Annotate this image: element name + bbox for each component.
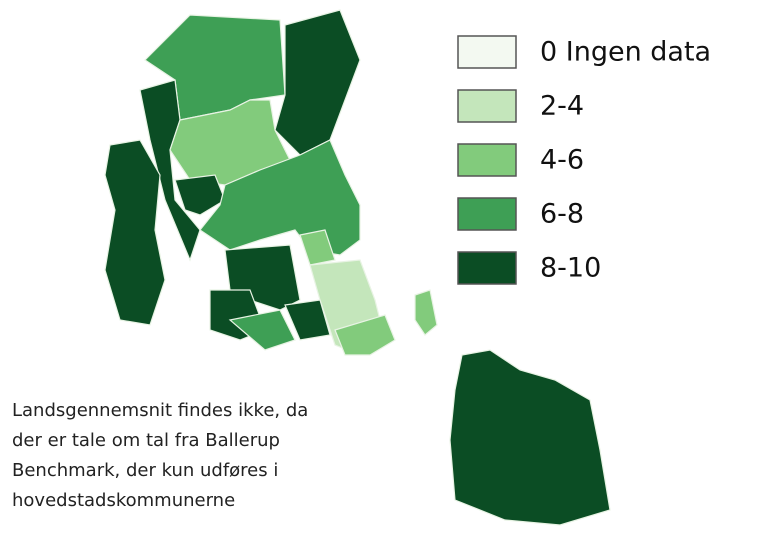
legend-label: 0 Ingen data <box>540 37 711 68</box>
legend-label: 2-4 <box>540 91 584 122</box>
region <box>299 229 336 266</box>
legend-swatch <box>457 89 517 123</box>
note-line: Benchmark, der kun udføres i <box>12 460 278 481</box>
region <box>228 309 296 351</box>
note-line: hovedstadskommunerne <box>12 490 235 511</box>
legend-swatch <box>457 197 517 231</box>
region <box>449 349 611 526</box>
note-line: Landsgennemsnit findes ikke, da <box>12 400 308 421</box>
legend: 0 Ingen data 2-4 4-6 6-8 8-10 <box>457 35 711 285</box>
note-line: der er tale om tal fra Ballerup <box>12 430 280 451</box>
legend-label: 4-6 <box>540 145 584 176</box>
region <box>174 174 226 216</box>
region <box>284 299 331 341</box>
map <box>104 9 611 526</box>
legend-swatch <box>457 143 517 177</box>
legend-label: 8-10 <box>540 253 601 284</box>
region <box>199 139 361 256</box>
region <box>414 289 438 336</box>
legend-swatch <box>457 251 517 285</box>
region <box>104 139 166 326</box>
legend-label: 6-8 <box>540 199 584 230</box>
note: Landsgennemsnit findes ikke, da der er ta… <box>12 400 308 511</box>
legend-swatch <box>457 35 517 69</box>
region <box>334 314 396 356</box>
region <box>274 9 361 156</box>
